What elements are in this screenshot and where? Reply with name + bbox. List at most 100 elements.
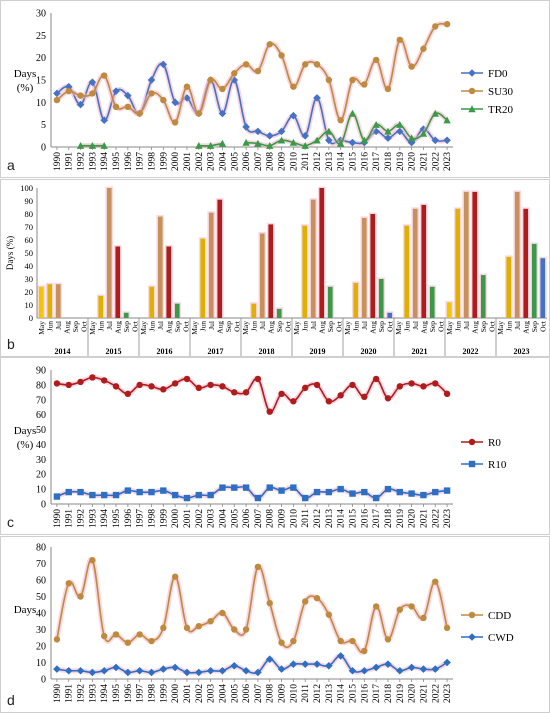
x-tick-label: Jul: [156, 321, 165, 330]
legend-label-CDD: CDD: [488, 610, 511, 622]
x-tick-label: 2013: [325, 684, 335, 703]
bar-2014-May: [38, 286, 44, 318]
x-tick-label: 2021: [419, 684, 429, 703]
data-point-FD0: [407, 138, 416, 147]
y-axis-label: (%): [17, 82, 34, 94]
data-point-TR20: [372, 120, 380, 128]
x-tick-label: May: [139, 321, 148, 335]
x-tick-label: 2003: [207, 509, 217, 528]
panel-a: 0 5 10 15 20 25 30 1990 1991 1992 1993 1994 1995 1996…: [0, 0, 550, 178]
x-tick-label: 2023: [443, 509, 453, 528]
x-tick-label: Oct: [283, 320, 292, 332]
data-point-FD0: [348, 138, 357, 147]
x-tick-label: 2018: [384, 684, 394, 703]
legend-label-FD0: FD0: [488, 68, 508, 80]
x-tick-label: 2013: [325, 152, 335, 171]
data-point-CDD: [242, 626, 250, 633]
data-point-SU30: [183, 83, 191, 90]
data-point-FD0: [277, 127, 286, 136]
year-label: 2016: [157, 347, 173, 356]
legend-marker-SU30: [468, 87, 476, 95]
x-tick-label: 1999: [159, 684, 169, 703]
data-point-R0: [124, 390, 132, 398]
x-tick-label: Sep: [224, 321, 233, 333]
data-point-CDD: [361, 647, 368, 655]
x-tick-label: Jul: [462, 321, 471, 330]
data-point-TR20: [195, 141, 203, 149]
bar-2017-Jul: [208, 212, 214, 318]
x-tick-label: Aug: [317, 321, 326, 334]
data-point-R10: [337, 485, 344, 493]
x-tick-label: May: [292, 321, 301, 335]
data-point-R10: [77, 488, 84, 496]
data-point-CWD: [407, 663, 416, 672]
x-tick-label: Jul: [411, 321, 420, 330]
data-point-SU30: [101, 72, 108, 79]
data-point-CDD: [420, 614, 427, 622]
bar-2019-Aug: [319, 188, 325, 318]
legend-marker-FD0: [468, 69, 476, 77]
data-point-SU30: [148, 90, 155, 97]
bar-2018-Sep: [276, 308, 282, 318]
x-tick-label: 1995: [112, 684, 122, 703]
x-tick-label: 2008: [266, 684, 276, 703]
panel-d: 0 10 20 30 40 50 60 70 80 1990 1991 1992 1993 1994 199…: [0, 536, 550, 713]
x-tick-label: 1990: [53, 152, 63, 171]
y-tick-label: 20: [36, 642, 46, 653]
x-tick-label: Jul: [309, 321, 318, 330]
x-tick-label: 2011: [301, 509, 311, 528]
x-tick-label: 2012: [313, 509, 323, 528]
x-tick-label: 1994: [100, 152, 110, 171]
data-point-CWD: [277, 665, 286, 673]
x-tick-label: 2003: [207, 152, 217, 171]
x-tick-label: 1996: [124, 509, 134, 528]
bar-2020-Aug: [370, 214, 376, 318]
data-point-TR20: [277, 136, 286, 144]
x-tick-label: 1993: [88, 509, 98, 528]
y-tick-label: 25: [36, 31, 46, 42]
x-tick-label: 2014: [337, 509, 347, 528]
data-point-FD0: [218, 109, 227, 118]
x-tick-label: 2000: [171, 509, 181, 528]
data-point-SU30: [65, 87, 72, 95]
x-tick-label: 2001: [183, 509, 193, 528]
data-point-R10: [195, 491, 202, 499]
x-tick-label: 2011: [301, 152, 311, 171]
bar-2016-Jun: [149, 286, 155, 318]
data-point-R10: [325, 488, 333, 496]
x-tick-label: 2012: [313, 152, 323, 171]
data-point-SU30: [313, 61, 321, 68]
data-point-FD0: [431, 136, 440, 145]
data-point-SU30: [89, 90, 96, 97]
data-point-TR20: [206, 141, 215, 149]
x-tick-label: Sep: [479, 321, 488, 333]
bar-2016-Sep: [174, 303, 180, 318]
x-tick-label: Jun: [402, 321, 411, 332]
data-point-CDD: [148, 637, 155, 645]
data-point-CWD: [313, 660, 321, 668]
data-point-R0: [325, 398, 333, 405]
panel-c: 0 10 20 30 40 50 60 70 80 90 1990 1991 1992 1993 1994 1…: [0, 357, 550, 535]
data-point-TR20: [218, 139, 227, 147]
data-point-TR20: [242, 138, 250, 146]
data-point-CWD: [289, 660, 298, 668]
x-tick-label: 2006: [242, 152, 252, 171]
x-tick-label: 1994: [100, 684, 110, 703]
x-tick-label: 2022: [431, 684, 441, 703]
x-tick-label: 2010: [289, 152, 299, 171]
x-tick-label: 2006: [242, 509, 252, 528]
bar-2020-Oct: [387, 312, 393, 318]
bar-2017-Aug: [217, 199, 223, 318]
x-tick-label: 2008: [266, 509, 276, 528]
data-point-R10: [101, 491, 108, 499]
x-tick-label: 1999: [159, 152, 169, 171]
data-point-R10: [53, 493, 61, 500]
x-tick-label: 2005: [230, 684, 240, 703]
data-point-R0: [302, 384, 309, 392]
legend-marker-R0: [468, 438, 476, 446]
data-point-CDD: [290, 637, 297, 645]
y-axis-label: (%): [17, 439, 34, 451]
y-tick-label: 10: [36, 658, 46, 669]
